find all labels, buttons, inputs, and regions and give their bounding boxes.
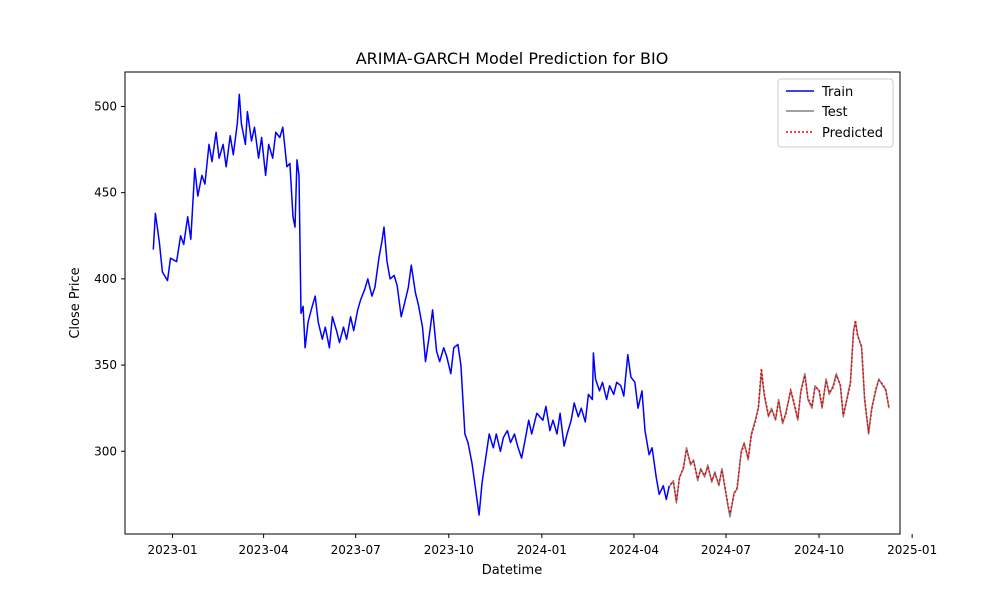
legend: Train Test Predicted: [777, 78, 894, 148]
legend-box: [777, 78, 894, 148]
x-tick-label: 2023-10: [424, 543, 474, 557]
x-axis-ticks: 2023-01 2023-04 2023-07 2023-10 2024-01 2024-…: [147, 534, 937, 557]
y-tick-label: 400: [94, 272, 117, 286]
plot-frame: [124, 71, 901, 535]
x-axis-label: Datetime: [482, 563, 542, 578]
y-axis-ticks: 300 350 400 450 500: [94, 99, 125, 458]
legend-test-label: Test: [821, 105, 848, 120]
y-tick-label: 350: [94, 358, 117, 372]
plot-area: [125, 72, 900, 534]
y-tick-label: 500: [94, 99, 117, 113]
x-tick-label: 2025-01: [887, 543, 937, 557]
legend-predicted-label: Predicted: [822, 126, 883, 141]
legend-train-label: Train: [821, 85, 853, 100]
chart-title: ARIMA-GARCH Model Prediction for BIO: [356, 49, 669, 68]
x-tick-label: 2023-01: [147, 543, 197, 557]
y-tick-label: 450: [94, 186, 117, 200]
x-tick-label: 2023-04: [239, 543, 289, 557]
x-tick-label: 2024-01: [517, 543, 567, 557]
series-line-predicted: [669, 319, 890, 515]
x-tick-label: 2024-10: [794, 543, 844, 557]
series-line-train: [152, 93, 671, 516]
y-axis-label: Close Price: [68, 267, 83, 338]
x-tick-label: 2024-04: [609, 543, 659, 557]
x-tick-label: 2023-07: [331, 543, 381, 557]
y-tick-label: 300: [94, 444, 117, 458]
x-tick-label: 2024-07: [701, 543, 751, 557]
series-layer: [152, 93, 890, 518]
